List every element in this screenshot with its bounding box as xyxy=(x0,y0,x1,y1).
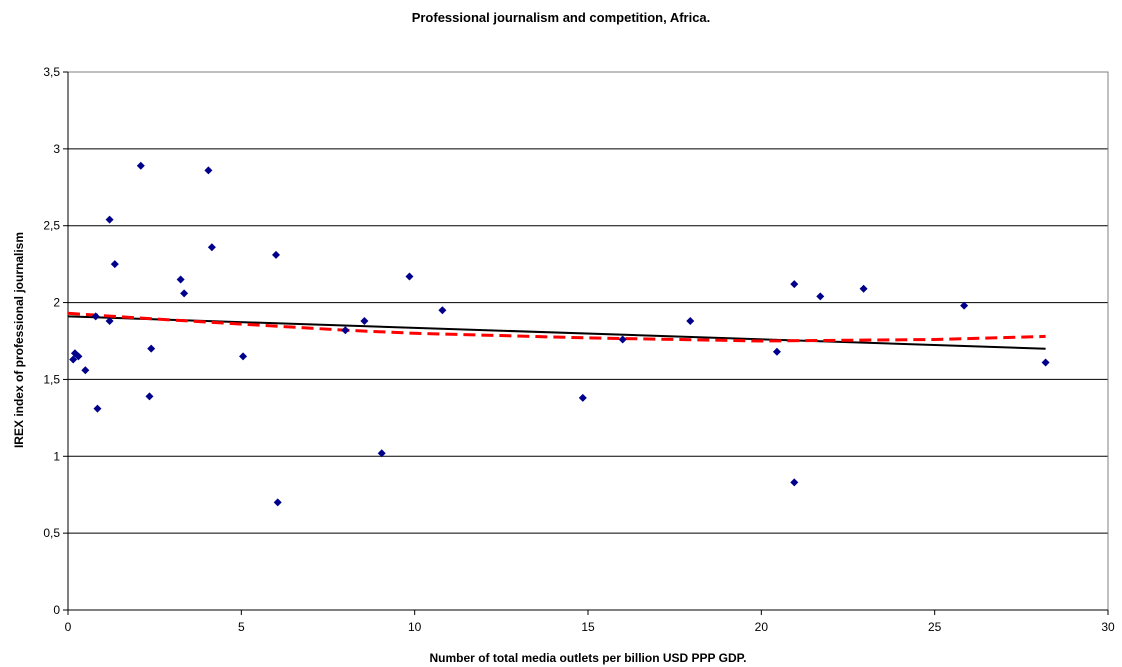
data-point xyxy=(105,215,114,224)
x-tick-label: 5 xyxy=(238,620,245,634)
data-point xyxy=(790,478,799,487)
data-point xyxy=(105,317,114,326)
data-point xyxy=(360,317,369,326)
data-point xyxy=(618,335,627,344)
y-tick-label: 0 xyxy=(53,603,60,617)
x-tick-label: 25 xyxy=(928,620,942,634)
data-point xyxy=(859,284,868,293)
x-tick-label: 30 xyxy=(1101,620,1115,634)
x-axis-label: Number of total media outlets per billio… xyxy=(429,651,747,665)
data-point xyxy=(341,326,350,335)
data-point xyxy=(1041,358,1050,367)
y-tick-label: 2,5 xyxy=(43,219,60,233)
data-point xyxy=(207,243,216,252)
data-point xyxy=(147,344,156,353)
x-tick-label: 0 xyxy=(65,620,72,634)
data-point xyxy=(74,352,83,361)
y-tick-label: 1,5 xyxy=(43,372,60,386)
x-tick-label: 15 xyxy=(581,620,595,634)
data-point xyxy=(272,250,280,259)
data-point xyxy=(686,317,695,326)
x-tick-label: 20 xyxy=(755,620,769,634)
y-tick-label: 1 xyxy=(53,449,60,463)
y-tick-label: 3 xyxy=(53,142,60,156)
gridlines xyxy=(68,148,1108,534)
data-point xyxy=(239,352,248,361)
data-point xyxy=(772,347,781,356)
data-point xyxy=(110,260,119,269)
x-tick-label: 10 xyxy=(408,620,422,634)
data-point xyxy=(960,301,969,310)
data-point xyxy=(273,498,282,507)
data-point xyxy=(69,355,78,364)
y-axis-label: IREX index of professional journalism xyxy=(12,231,26,449)
data-point xyxy=(790,280,799,289)
y-tick-label: 3,5 xyxy=(43,65,60,79)
linear-trendline xyxy=(67,315,1046,350)
dashed-trendline xyxy=(67,311,1046,343)
trendlines xyxy=(67,311,1046,350)
data-point xyxy=(145,392,154,401)
data-point xyxy=(180,289,189,298)
data-point xyxy=(136,161,145,170)
plot-area-border xyxy=(67,71,1109,611)
data-point xyxy=(204,166,213,175)
data-point xyxy=(405,272,414,281)
axes: 0 0,5 1 1,5 2 2,5 3 3,5 0 5 10 15 20 25 30 xyxy=(43,65,1115,634)
chart-title: Professional journalism and competition,… xyxy=(411,10,711,25)
data-point xyxy=(81,366,90,375)
data-point xyxy=(176,275,185,284)
data-point xyxy=(93,404,102,413)
data-point xyxy=(91,312,100,321)
data-point xyxy=(438,306,447,315)
y-tick-label: 0,5 xyxy=(43,526,60,540)
data-point xyxy=(377,449,386,458)
y-tick-label: 2 xyxy=(53,296,60,310)
data-points xyxy=(69,161,1050,507)
data-point xyxy=(816,292,825,301)
data-point xyxy=(578,393,587,402)
